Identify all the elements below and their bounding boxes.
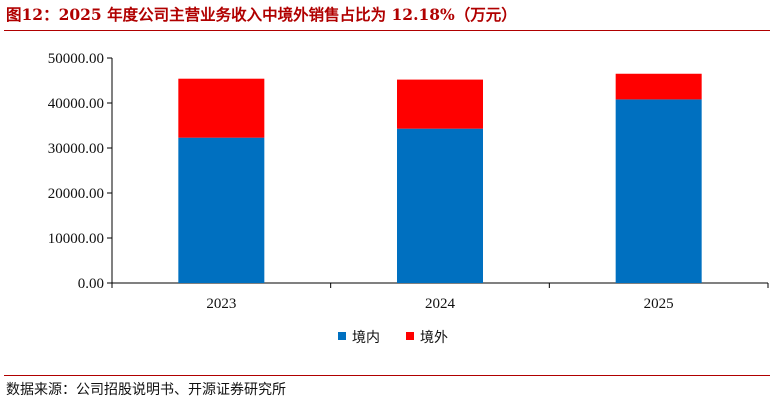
source-note: 数据来源：公司招股说明书、开源证券研究所 — [6, 382, 286, 398]
legend-label-domestic: 境内 — [352, 330, 380, 346]
chart-title: 图12：2025 年度公司主营业务收入中境外销售占比为 12.18%（万元） — [6, 5, 517, 24]
legend: 境内 境外 — [338, 330, 448, 346]
legend-swatch-overseas — [406, 332, 414, 340]
legend-swatch-domestic — [338, 332, 346, 340]
y-tick-label: 30000.00 — [48, 141, 104, 157]
y-tick-label: 10000.00 — [48, 231, 104, 247]
y-tick-label: 0.00 — [78, 276, 104, 292]
stacked-bar-chart: 0.00 10000.00 20000.00 30000.00 40000.00 5000… — [48, 51, 769, 346]
y-tick-label: 50000.00 — [48, 51, 104, 67]
bars — [178, 73, 702, 284]
y-axis: 0.00 10000.00 20000.00 30000.00 40000.00 5000… — [48, 51, 113, 292]
bar-overseas-2024 — [397, 79, 483, 129]
bar-overseas-2023 — [178, 78, 265, 138]
x-tick-label: 2023 — [206, 296, 236, 312]
bar-domestic-2024 — [397, 128, 483, 283]
bar-domestic-2025 — [615, 99, 702, 284]
bar-overseas-2025 — [615, 73, 702, 100]
x-tick-label: 2025 — [644, 296, 674, 312]
legend-label-overseas: 境外 — [420, 330, 448, 346]
source-divider — [4, 375, 770, 376]
y-tick-label: 40000.00 — [48, 96, 104, 112]
y-tick-label: 20000.00 — [48, 186, 104, 202]
x-axis: 2023 2024 2025 — [111, 282, 769, 312]
title-divider — [4, 30, 770, 31]
bar-domestic-2023 — [178, 137, 265, 283]
x-tick-label: 2024 — [425, 296, 456, 312]
